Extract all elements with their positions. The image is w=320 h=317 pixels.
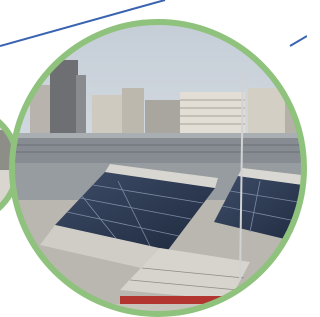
photo-frame-diagram [0,0,307,317]
page: {} [0,0,307,317]
connector-line [290,36,307,46]
